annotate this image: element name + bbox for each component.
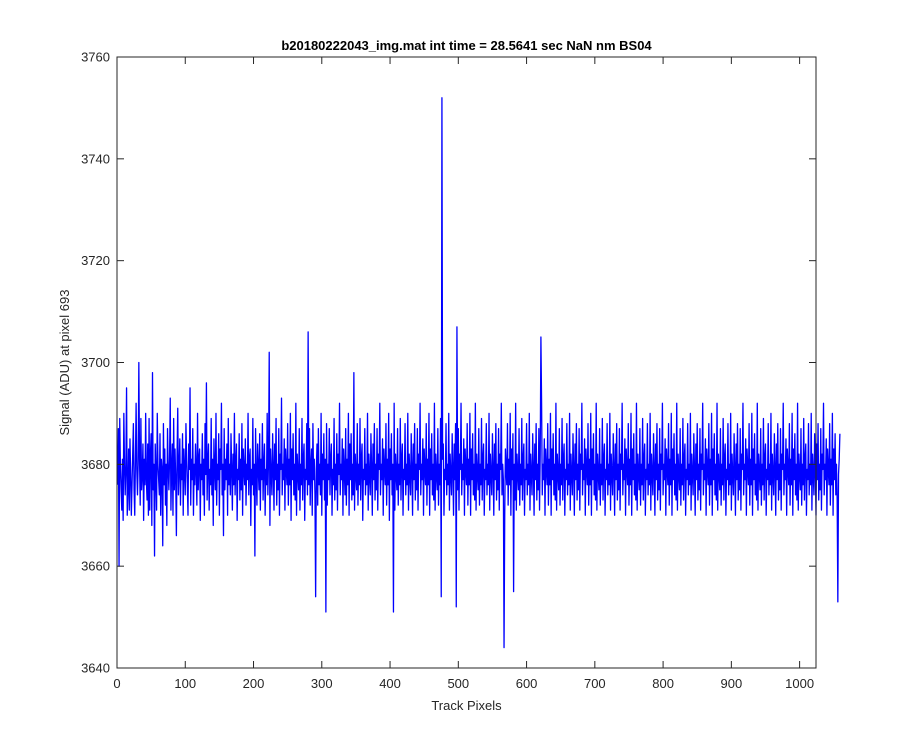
y-tick-label: 3680 bbox=[81, 457, 110, 472]
y-tick-label: 3640 bbox=[81, 661, 110, 676]
series-layer bbox=[117, 97, 841, 649]
x-tick-label: 800 bbox=[652, 676, 674, 691]
y-axis-label: Signal (ADU) at pixel 693 bbox=[57, 290, 72, 436]
x-tick-label: 500 bbox=[447, 676, 469, 691]
series-line-1 bbox=[117, 97, 841, 649]
x-tick-label: 0 bbox=[113, 676, 120, 691]
x-tick-label: 100 bbox=[174, 676, 196, 691]
y-tick-label: 3700 bbox=[81, 355, 110, 370]
x-axis-label: Track Pixels bbox=[431, 698, 502, 713]
x-tick-label: 300 bbox=[311, 676, 333, 691]
plot-area bbox=[117, 57, 816, 668]
x-tick-label: 400 bbox=[379, 676, 401, 691]
x-tick-label: 200 bbox=[243, 676, 265, 691]
x-tick-label: 1000 bbox=[785, 676, 814, 691]
y-tick-label: 3740 bbox=[81, 151, 110, 166]
y-tick-label: 3760 bbox=[81, 50, 110, 65]
x-axis-ticks: 0 100 200 300 400 500 600 700 800 900 1000 bbox=[113, 57, 814, 691]
y-tick-label: 3720 bbox=[81, 253, 110, 268]
chart-title: b20180222043_img.mat int time = 28.5641 … bbox=[281, 38, 652, 53]
y-tick-label: 3660 bbox=[81, 559, 110, 574]
x-tick-label: 900 bbox=[721, 676, 743, 691]
x-tick-label: 700 bbox=[584, 676, 606, 691]
y-axis-ticks: 3640 3660 3680 3700 3720 3740 3760 bbox=[81, 50, 816, 676]
x-tick-label: 600 bbox=[516, 676, 538, 691]
